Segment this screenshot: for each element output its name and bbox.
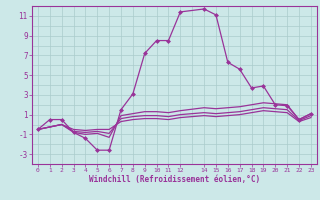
X-axis label: Windchill (Refroidissement éolien,°C): Windchill (Refroidissement éolien,°C) [89,175,260,184]
